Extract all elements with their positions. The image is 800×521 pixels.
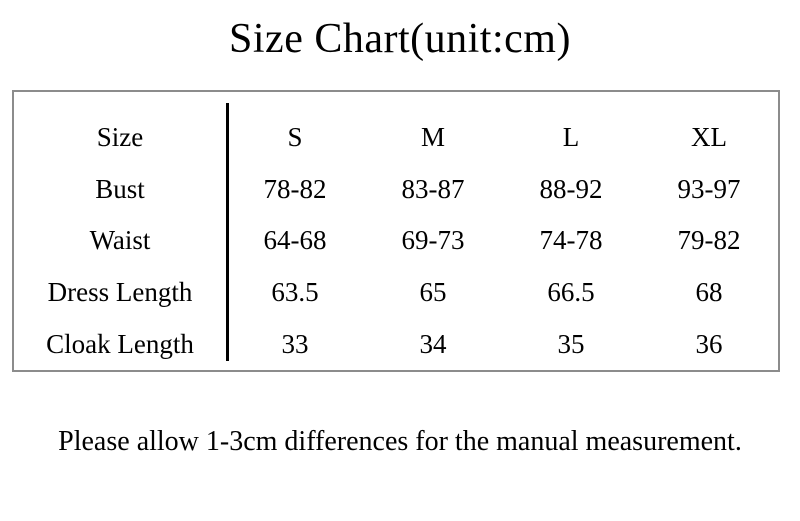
cloak-length-value-m: 34 bbox=[419, 328, 447, 359]
page-title: Size Chart(unit:cm) bbox=[229, 16, 571, 62]
header-cell-l: L bbox=[562, 122, 580, 153]
waist-value-m: 69-73 bbox=[401, 225, 465, 256]
header-cell-s: S bbox=[287, 122, 303, 153]
dress-length-value-l: 66.5 bbox=[547, 277, 595, 308]
cloak-length-value-l: 35 bbox=[557, 328, 585, 359]
dress-length-value-xl: 68 bbox=[695, 277, 723, 308]
row-label-waist: Waist bbox=[89, 225, 151, 256]
row-label-cloak-length: Cloak Length bbox=[46, 328, 194, 359]
dress-length-value-m: 65 bbox=[419, 277, 447, 308]
row-label-bust: Bust bbox=[95, 173, 145, 204]
cloak-length-value-xl: 36 bbox=[695, 328, 723, 359]
header-cell-m: M bbox=[420, 122, 445, 153]
waist-value-xl: 79-82 bbox=[677, 225, 741, 256]
bust-value-l: 88-92 bbox=[539, 173, 603, 204]
column-divider-line bbox=[226, 103, 229, 361]
cloak-length-value-s: 33 bbox=[281, 328, 309, 359]
measurement-note: Please allow 1-3cm differences for the m… bbox=[58, 426, 742, 457]
bust-value-s: 78-82 bbox=[263, 173, 327, 204]
size-table: Size S M L XL Bust 78-82 83-87 88-92 93-… bbox=[12, 90, 780, 372]
header-cell-xl: XL bbox=[691, 122, 727, 153]
waist-value-s: 64-68 bbox=[263, 225, 327, 256]
header-cell-size: Size bbox=[96, 122, 144, 153]
dress-length-value-s: 63.5 bbox=[271, 277, 319, 308]
row-label-dress-length: Dress Length bbox=[47, 277, 193, 308]
waist-value-l: 74-78 bbox=[539, 225, 603, 256]
bust-value-xl: 93-97 bbox=[677, 173, 741, 204]
bust-value-m: 83-87 bbox=[401, 173, 465, 204]
